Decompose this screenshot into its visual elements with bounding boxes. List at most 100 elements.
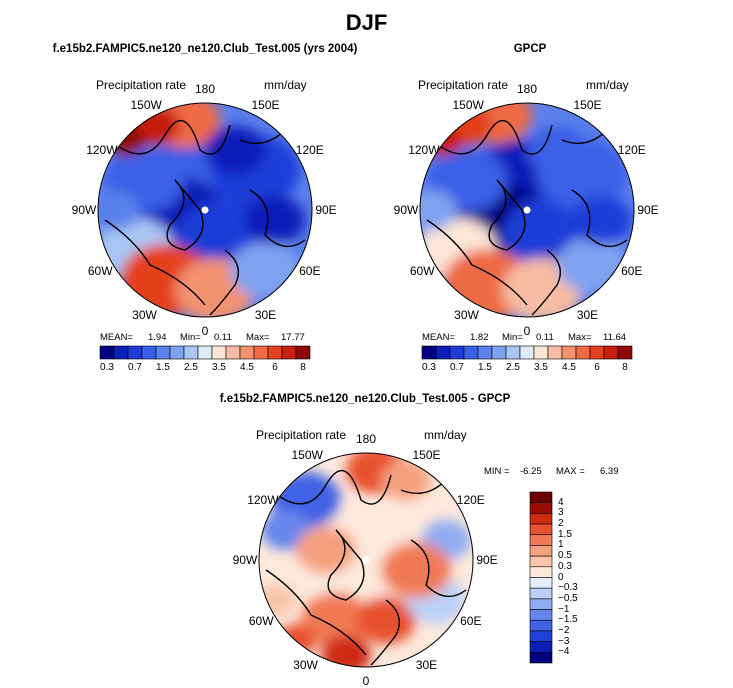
map-border [258,452,474,668]
lon-label: 90E [637,203,659,217]
precip-region [321,635,371,667]
polar-map-1 [97,102,313,318]
lon-label: 150W [130,98,162,113]
panel-1-min-label: Min= [180,332,201,343]
colorbar-swatch [253,345,269,360]
colorbar-tick-label: 0.3 [100,362,114,373]
colorbar-swatch [225,345,241,360]
colorbar-swatch [603,345,619,360]
panel-3-units: mm/day [424,428,467,442]
lon-label: 60E [621,263,643,278]
precip-region [381,542,451,598]
colorbar-swatch [141,345,157,360]
lon-label: 30W [132,307,157,322]
coastlines [426,119,628,316]
lon-label: 150E [412,448,441,463]
colorbar-swatch [617,345,633,360]
panel-1-max-label: Max= [246,332,270,343]
lon-label: 150E [251,98,280,113]
panel-2-min-value: 0.11 [536,332,554,343]
panel-2-min-label: Min= [502,332,523,343]
panel-3-max-value: 6.39 [600,466,619,477]
precip-region [296,526,356,574]
lon-label: 30E [576,307,599,322]
colorbar-swatch [435,345,451,360]
colorbar-tick-label: −0.3 [558,582,578,594]
colorbar-swatch [561,345,577,360]
colorbar-swatch [529,598,553,610]
colorbar-tick-label: 2 [558,518,564,530]
colorbar-swatch [99,345,115,360]
north-pole-marker [523,206,531,214]
colorbar-tick-label: 4.5 [240,362,254,373]
lon-label: 30W [454,307,479,322]
map-border [419,102,635,318]
colorbar-tick-label: −2 [558,624,570,636]
coastlines [104,119,306,316]
colorbar-tick-label: −1.5 [558,614,578,626]
polar-map-2 [419,102,635,318]
colorbar-swatch [169,345,185,360]
panel-2-variable-label: Precipitation rate [418,78,509,92]
panel-3-title: f.e15b2.FAMPIC5.ne120_ne120.Club_Test.00… [219,393,511,405]
colorbar-swatch [529,641,553,653]
panel-1-title: f.e15b2.FAMPIC5.ne120_ne120.Club_Test.00… [52,43,358,55]
colorbar-swatch [267,345,283,360]
panel-1-min-value: 0.11 [214,332,232,343]
panel-3-min-label: MIN = [484,466,510,477]
lon-label: 120W [247,492,279,507]
colorbar-swatch [113,345,129,360]
colorbar-tick-label: 1 [558,539,564,551]
panel-1-variable-label: Precipitation rate [96,78,187,92]
colorbar-swatch [529,534,553,546]
lon-label: 0 [362,674,370,688]
colorbar-swatch [505,345,521,360]
lon-label: 30W [293,657,318,672]
colorbar-swatch [421,345,437,360]
colorbar-swatch [211,345,227,360]
colorbar-tick-label: −4 [558,646,570,658]
colorbar-tick-label: 0 [558,571,564,583]
panel-2-mean-label: MEAN= [422,332,455,343]
panel-3-max-label: MAX = [556,466,585,477]
colorbar-tick-label: 6 [594,362,600,373]
lon-label: 60W [87,263,113,278]
lon-label: 150W [452,98,484,113]
lon-label: 60W [409,263,435,278]
colorbar-swatch [589,345,605,360]
colorbar-swatch [529,577,553,589]
lon-label: 90W [232,553,258,567]
lon-label: 120W [86,142,118,157]
colorbar-tick-label: −3 [558,635,570,647]
precip-region [98,190,140,230]
panel-2-title: GPCP [513,43,547,55]
colorbar-swatch [183,345,199,360]
colorbar-swatch [529,545,553,557]
colorbar-tick-label: 0.7 [450,362,464,373]
polar-map-3 [258,452,474,668]
colorbar-swatch [239,345,255,360]
colorbar-tick-label: 8 [300,362,306,373]
colorbar-swatch [529,491,553,503]
lon-label: 150E [573,98,602,113]
colorbar-tick-label: 1.5 [558,528,572,540]
colorbar-swatch [477,345,493,360]
lon-label: 120E [617,142,646,157]
colorbar-swatch [519,345,535,360]
colorbar-swatch [529,652,553,664]
colorbar-tick-label: 2.5 [506,362,520,373]
precip-region [572,196,632,244]
panel-3-min-value: -6.25 [520,466,542,477]
lon-label: 150W [291,448,323,463]
colorbar-tick-label: 0.5 [558,550,572,562]
colorbar-tick-label: 2.5 [184,362,198,373]
colorbar-swatch [197,345,213,360]
colorbar-swatch [529,502,553,514]
colorbar-swatch [529,523,553,536]
colorbar-swatch [529,619,553,632]
panel-2-mean-value: 1.82 [470,332,489,343]
colorbar-tick-label: 0.7 [128,362,142,373]
lon-label: 60W [248,613,274,628]
colorbar-tick-label: 3.5 [534,362,548,373]
